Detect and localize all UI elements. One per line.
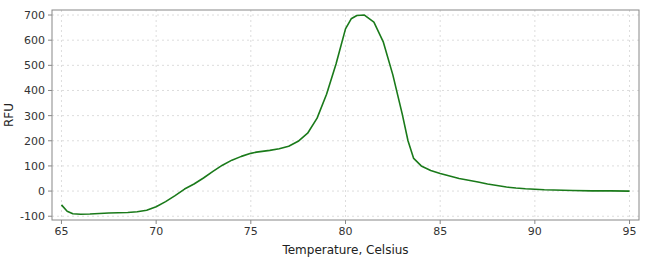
x-tick (440, 220, 441, 224)
x-tick-label: 90 (528, 225, 542, 238)
y-grid-line (52, 216, 639, 217)
y-grid-line (52, 65, 639, 66)
y-tick-label: 700 (24, 9, 45, 22)
x-grid-line (440, 10, 441, 220)
x-tick (534, 220, 535, 224)
series-group (61, 15, 629, 214)
y-tick (48, 65, 52, 66)
y-tick (48, 165, 52, 166)
y-tick-label: 300 (24, 110, 45, 123)
x-tick-label: 80 (339, 225, 353, 238)
line (61, 15, 629, 214)
y-tick (48, 140, 52, 141)
x-tick (250, 220, 251, 224)
x-tick-label: 95 (623, 225, 637, 238)
x-grid-line (345, 10, 346, 220)
grid (52, 10, 639, 220)
x-tick-label: 75 (244, 225, 258, 238)
x-grid-line (250, 10, 251, 220)
x-tick (156, 220, 157, 224)
y-tick (48, 191, 52, 192)
y-tick-label: 400 (24, 84, 45, 97)
y-tick (48, 15, 52, 16)
x-tick-label: 70 (149, 225, 163, 238)
y-tick (48, 115, 52, 116)
chart-container: 65 70 75 80 85 90 95 -100 0 100 200 300 400 500 600 700… (0, 0, 653, 260)
x-tick (61, 220, 62, 224)
x-grid-line (61, 10, 62, 220)
y-grid-line (52, 165, 639, 166)
y-tick-label: 200 (24, 135, 45, 148)
plot-frame (52, 10, 639, 220)
y-tick (48, 40, 52, 41)
y-grid-line (52, 15, 639, 16)
x-grid-line (629, 10, 630, 220)
x-grid-line (534, 10, 535, 220)
x-tick-label: 65 (54, 225, 68, 238)
x-tick (345, 220, 346, 224)
y-tick-label: 100 (24, 160, 45, 173)
y-tick-label: 500 (24, 59, 45, 72)
plot-background (52, 10, 639, 220)
y-axis-label: RFU (2, 103, 16, 127)
y-grid-line (52, 90, 639, 91)
y-tick-label: 0 (38, 185, 45, 198)
y-tick (48, 90, 52, 91)
x-grid-line (156, 10, 157, 220)
y-tick-label: 600 (24, 34, 45, 47)
y-grid-line (52, 115, 639, 116)
x-tick (629, 220, 630, 224)
y-tick-label: -100 (20, 210, 45, 223)
chart: 65 70 75 80 85 90 95 -100 0 100 200 300 400 500 600 700… (0, 0, 653, 260)
x-axis-label: Temperature, Celsius (281, 243, 408, 257)
y-tick (48, 216, 52, 217)
x-tick-label: 85 (433, 225, 447, 238)
y-grid-line (52, 140, 639, 141)
axes: 65 70 75 80 85 90 95 -100 0 100 200 300 400 500 600 700 (20, 9, 637, 238)
y-grid-line (52, 40, 639, 41)
